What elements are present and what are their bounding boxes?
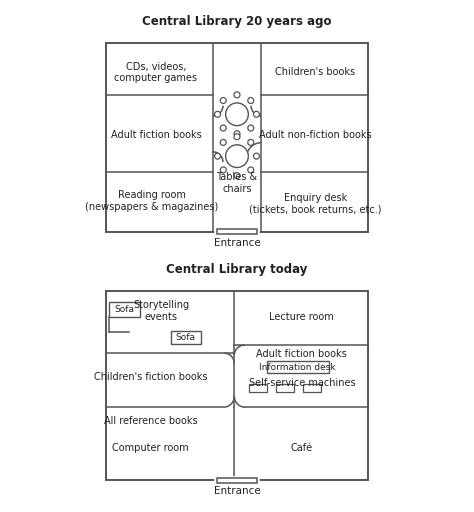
Circle shape	[234, 92, 240, 98]
Text: Sofa: Sofa	[176, 333, 196, 342]
Circle shape	[254, 153, 259, 159]
Circle shape	[234, 131, 240, 137]
Circle shape	[215, 111, 220, 117]
Circle shape	[226, 145, 248, 167]
Text: Tables &
chairs: Tables & chairs	[217, 173, 257, 194]
Text: Children's books: Children's books	[275, 68, 356, 77]
Bar	[109, 302, 140, 316]
Text: Entrance: Entrance	[214, 238, 260, 248]
Text: Reading room
(newspapers & magazines): Reading room (newspapers & magazines)	[85, 190, 219, 211]
Text: Adult fiction books: Adult fiction books	[110, 130, 201, 140]
Circle shape	[248, 125, 254, 131]
Bar	[106, 42, 368, 232]
Bar	[217, 229, 257, 234]
Circle shape	[248, 167, 254, 173]
Text: Adult fiction books: Adult fiction books	[256, 350, 347, 359]
Text: CDs, videos,
computer games: CDs, videos, computer games	[114, 61, 198, 83]
Circle shape	[234, 173, 240, 179]
Text: Central Library today: Central Library today	[166, 263, 308, 276]
Circle shape	[226, 103, 248, 125]
Circle shape	[248, 139, 254, 145]
Text: Computer room: Computer room	[112, 443, 189, 453]
Bar	[171, 331, 201, 344]
Circle shape	[220, 139, 226, 145]
Text: Information desk: Information desk	[259, 363, 336, 372]
Text: Entrance: Entrance	[214, 486, 260, 497]
Circle shape	[234, 134, 240, 140]
Bar	[303, 383, 321, 392]
Text: Children's fiction books: Children's fiction books	[94, 372, 207, 382]
Text: Storytelling
events: Storytelling events	[133, 301, 190, 322]
Circle shape	[220, 98, 226, 103]
Circle shape	[220, 167, 226, 173]
Text: Enquiry desk
(tickets, book returns, etc.): Enquiry desk (tickets, book returns, etc…	[249, 193, 382, 214]
Bar	[215, 477, 259, 483]
Text: All reference books: All reference books	[104, 416, 197, 425]
Circle shape	[248, 98, 254, 103]
Circle shape	[215, 153, 220, 159]
Circle shape	[254, 111, 259, 117]
Bar	[106, 291, 368, 480]
Text: Adult non-fiction books: Adult non-fiction books	[259, 130, 372, 140]
Text: Central Library 20 years ago: Central Library 20 years ago	[142, 14, 332, 28]
Text: Sofa: Sofa	[114, 305, 134, 314]
Circle shape	[220, 125, 226, 131]
Bar	[215, 228, 259, 235]
Bar	[249, 383, 267, 392]
Bar	[217, 478, 257, 483]
Bar	[267, 361, 329, 373]
Text: Self-service machines: Self-service machines	[248, 378, 355, 388]
Text: Lecture room: Lecture room	[270, 312, 334, 322]
Text: Café: Café	[291, 443, 313, 453]
Bar	[276, 383, 294, 392]
